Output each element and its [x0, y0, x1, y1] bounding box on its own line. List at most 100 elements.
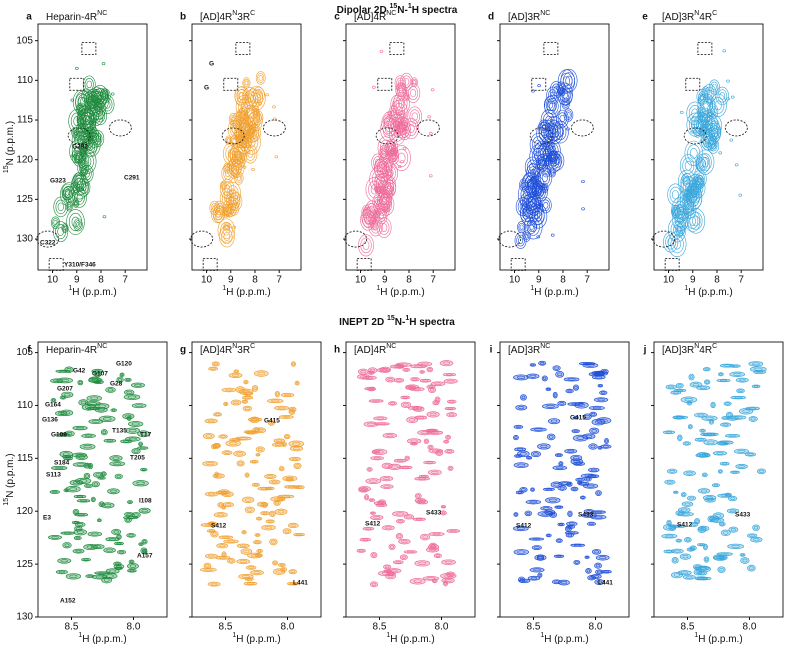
contour — [274, 443, 282, 446]
contour — [541, 164, 551, 178]
contour — [72, 452, 87, 458]
contour — [567, 389, 572, 393]
contour — [726, 508, 740, 514]
contour — [595, 370, 605, 376]
contour — [236, 543, 250, 548]
contour — [407, 106, 423, 127]
contour — [444, 440, 448, 443]
contour — [357, 374, 370, 380]
contour — [754, 525, 759, 530]
contour — [387, 378, 393, 382]
contour — [735, 377, 749, 383]
contour — [293, 485, 305, 490]
peak-label: S433 — [735, 512, 751, 519]
contour — [522, 230, 531, 242]
y-axis-label: 15N (p.p.m.) — [3, 453, 15, 505]
peak-label: G415 — [570, 415, 586, 422]
contour — [233, 169, 237, 174]
peak-label: G415 — [264, 418, 280, 425]
contour — [71, 146, 87, 167]
contour — [694, 576, 708, 581]
peak-label: L441 — [598, 580, 613, 587]
contour — [247, 85, 266, 111]
x-tick-label: 8 — [252, 275, 258, 286]
contour — [670, 220, 684, 239]
contour — [77, 523, 83, 526]
contour — [443, 361, 451, 365]
contour — [257, 517, 261, 520]
dashed-ellipse — [570, 119, 594, 137]
contour — [224, 451, 230, 454]
text-run: N (p.p.m.) — [5, 453, 16, 497]
contour — [78, 381, 82, 385]
contour — [76, 193, 83, 202]
contour — [728, 495, 738, 502]
contour — [730, 470, 740, 474]
contour — [732, 365, 738, 368]
contour — [374, 422, 390, 426]
contour — [700, 96, 704, 102]
contour — [684, 140, 703, 167]
contour — [703, 473, 707, 477]
contour — [730, 95, 735, 99]
contour — [285, 476, 294, 482]
panel-title: Heparin-4RNC — [46, 10, 107, 22]
panel-letter: g — [180, 345, 186, 356]
contour — [396, 84, 405, 95]
contour — [548, 498, 557, 502]
contour — [547, 150, 560, 167]
contour — [426, 546, 439, 553]
contour — [381, 111, 400, 136]
contour — [91, 532, 99, 536]
contour — [386, 118, 395, 129]
contour — [404, 455, 410, 461]
contour — [692, 383, 700, 387]
contour — [272, 105, 276, 109]
contour — [73, 521, 78, 524]
contour — [514, 447, 527, 452]
contour — [83, 472, 91, 480]
contour — [707, 515, 715, 523]
contour — [701, 415, 718, 421]
contour — [251, 168, 255, 172]
contour — [736, 388, 745, 394]
contour — [432, 400, 440, 406]
contour — [119, 550, 124, 554]
contour — [442, 372, 457, 377]
contour — [83, 156, 92, 167]
contour — [373, 457, 381, 460]
contour — [415, 518, 423, 521]
contour — [742, 409, 750, 413]
contour — [65, 196, 70, 200]
x-tick-label: 9 — [690, 275, 696, 286]
peak-label: S433 — [578, 512, 594, 519]
contour — [228, 200, 240, 216]
contour — [77, 135, 85, 146]
contour — [52, 221, 69, 243]
contour — [377, 164, 384, 173]
contour — [408, 124, 415, 133]
contour — [705, 380, 709, 384]
contour — [287, 522, 299, 529]
contour — [661, 533, 678, 539]
contour — [670, 571, 683, 579]
contour — [409, 577, 426, 585]
contour — [694, 183, 702, 193]
contour — [538, 360, 547, 366]
contour — [756, 468, 766, 475]
contour — [683, 200, 697, 219]
contour — [585, 434, 593, 438]
contour — [717, 441, 727, 446]
contour — [684, 202, 695, 216]
contour — [684, 210, 701, 233]
contour — [687, 424, 693, 430]
superscript: N — [232, 343, 237, 350]
contour — [358, 487, 369, 493]
contour — [243, 379, 249, 385]
contour — [530, 185, 537, 195]
contour — [570, 486, 579, 492]
contour — [533, 452, 539, 456]
contour — [546, 388, 550, 391]
x-tick-label: 10 — [509, 275, 521, 286]
contour — [241, 496, 255, 504]
